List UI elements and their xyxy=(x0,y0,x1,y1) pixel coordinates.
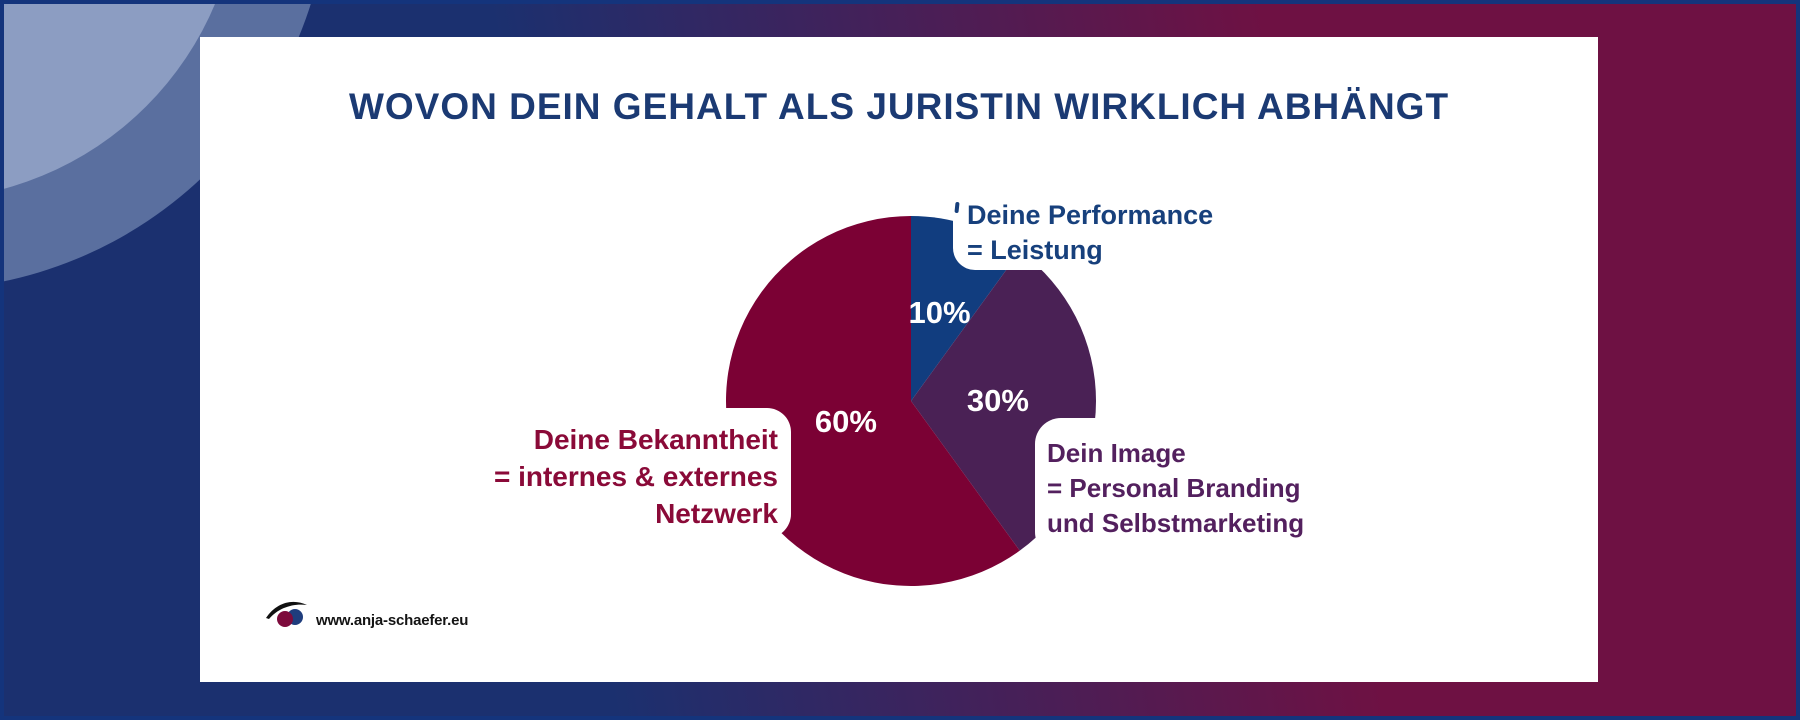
callout-bekanntheit-line3: Netzwerk xyxy=(655,498,778,529)
brand-logo: www.anja-schaefer.eu xyxy=(262,596,468,630)
website-text: www.anja-schaefer.eu xyxy=(316,611,469,629)
logo-circle-maroon xyxy=(277,611,293,627)
callout-bekanntheit-line2: = internes & externes xyxy=(493,461,778,492)
callout-performance-line1: Deine Performance xyxy=(967,200,1214,230)
callout-image-line3: und Selbstmarketing xyxy=(1047,508,1305,538)
pie-percent-label-0: 10% xyxy=(908,295,971,331)
callout-image: Dein Image = Personal Branding und Selbs… xyxy=(1035,418,1340,558)
tick-mark-icon xyxy=(954,201,960,214)
callout-performance: Deine Performance = Leistung xyxy=(953,176,1283,270)
pie-slice-2 xyxy=(726,216,1020,586)
callout-bekanntheit-line1: Deine Bekanntheit xyxy=(533,424,778,455)
page-title: WOVON DEIN GEHALT ALS JURISTIN WIRKLICH … xyxy=(348,86,1450,127)
callout-image-line2: = Personal Branding xyxy=(1047,473,1301,503)
pie-percent-label-1: 30% xyxy=(966,383,1029,418)
pie-percent-label-2: 60% xyxy=(814,404,877,440)
callout-performance-line2: = Leistung xyxy=(967,235,1103,265)
callout-image-line1: Dein Image xyxy=(1047,438,1186,468)
callout-bekanntheit: Deine Bekanntheit = internes & externes … xyxy=(431,408,791,538)
brand-logo-icon xyxy=(266,601,307,627)
logo-swoosh-icon xyxy=(266,601,307,619)
